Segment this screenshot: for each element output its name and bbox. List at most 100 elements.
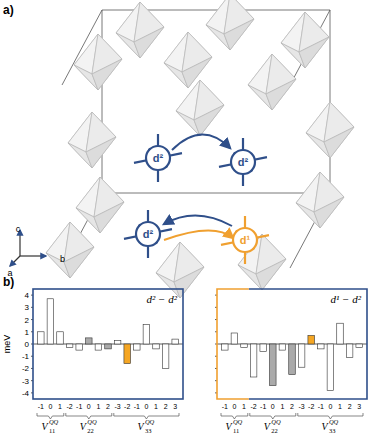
atom-label: d² xyxy=(153,152,164,164)
bar xyxy=(162,344,169,368)
bar xyxy=(231,333,238,344)
x-tick-label: 1 xyxy=(58,403,62,410)
chart-title: d¹ − d² xyxy=(330,293,361,305)
x-tick-label: -1 xyxy=(134,403,140,410)
x-tick-label: 0 xyxy=(328,403,332,410)
panel-label: a) xyxy=(3,3,14,17)
atom xyxy=(136,222,160,246)
group-label-sub: 11 xyxy=(233,427,239,434)
bar xyxy=(124,344,131,364)
figure: a)b)d²d²d²d¹abc-4-3-2-101234meVd² − d²-1… xyxy=(0,0,377,445)
hopping-arrow xyxy=(172,134,230,150)
y-tick-label: 4 xyxy=(25,291,30,300)
x-tick-label: 0 xyxy=(48,403,52,410)
y-tick-label: -2 xyxy=(22,364,30,373)
x-tick-label: 2 xyxy=(290,403,294,410)
y-tick-label: -3 xyxy=(22,377,30,386)
frame xyxy=(249,289,367,399)
bar xyxy=(308,335,315,344)
x-tick-label: -1 xyxy=(222,403,228,410)
atom xyxy=(233,228,257,252)
x-tick-label: 3 xyxy=(173,403,177,410)
bar xyxy=(86,338,93,344)
octahedron-face xyxy=(324,127,354,158)
x-tick-label: -3 xyxy=(114,403,120,410)
octahedron-face xyxy=(314,197,344,228)
bar xyxy=(270,344,277,386)
bar xyxy=(95,344,102,350)
x-tick-label: 0 xyxy=(144,403,148,410)
bar-chart: -4-3-2-101234meVd² − d²-101-2-1012-3-2-1… xyxy=(2,289,183,434)
bar xyxy=(327,344,334,390)
atom xyxy=(146,146,170,170)
group-label-sup: QQ xyxy=(87,418,97,425)
y-tick-label: -1 xyxy=(22,352,30,361)
x-tick-label: 3 xyxy=(357,403,361,410)
group-label-sub: 22 xyxy=(271,427,278,434)
hopping-arrow xyxy=(164,215,232,226)
chart-title: d² − d² xyxy=(146,293,177,305)
bar xyxy=(38,332,45,344)
bar xyxy=(222,344,229,350)
hopping-arrow-guide xyxy=(163,137,230,150)
group-label-sub: 33 xyxy=(145,427,152,434)
bar xyxy=(260,344,267,351)
atom-label: d² xyxy=(238,156,249,168)
octahedron-face xyxy=(94,202,124,233)
x-tick-label: 0 xyxy=(87,403,91,410)
group-label-sup: QQ xyxy=(233,418,243,425)
bar xyxy=(346,344,353,357)
octahedron-face xyxy=(92,59,122,90)
y-tick-label: 3 xyxy=(25,303,30,312)
y-tick-label: 1 xyxy=(25,328,30,337)
bar xyxy=(172,339,179,344)
y-axis-label: meV xyxy=(2,335,12,354)
bar xyxy=(298,344,305,367)
atom-label: d² xyxy=(143,228,154,240)
octahedron-face xyxy=(266,79,296,110)
x-tick-label: 2 xyxy=(106,403,110,410)
x-tick-label: -2 xyxy=(250,403,256,410)
group-label-sup: QQ xyxy=(145,418,155,425)
octahedron-face xyxy=(299,37,329,68)
bar xyxy=(337,323,344,344)
x-tick-label: 2 xyxy=(348,403,352,410)
x-tick-label: 1 xyxy=(242,403,246,410)
octahedron-face xyxy=(64,247,94,278)
bar xyxy=(241,344,248,348)
octahedron-face xyxy=(174,267,204,298)
x-tick-label: -3 xyxy=(298,403,304,410)
octahedron-face xyxy=(256,259,286,290)
bar-chart: d¹ − d²-101-2-1012-3-2-10123V11QQV22QQV3… xyxy=(215,289,367,434)
x-tick-label: 1 xyxy=(338,403,342,410)
group-label-sub: 33 xyxy=(329,427,336,434)
axis-arrow xyxy=(10,256,20,266)
octahedron-face xyxy=(86,137,116,168)
x-tick-label: 0 xyxy=(271,403,275,410)
bar xyxy=(318,344,325,349)
frame xyxy=(33,289,183,399)
bar xyxy=(134,344,141,350)
x-tick-label: -1 xyxy=(260,403,266,410)
x-tick-label: -1 xyxy=(76,403,82,410)
group-label-sub: 11 xyxy=(49,427,55,434)
bar xyxy=(250,344,257,377)
bar xyxy=(105,344,112,349)
group-label-sup: QQ xyxy=(329,418,339,425)
bars xyxy=(33,299,183,369)
axis-label: a xyxy=(7,268,12,278)
bar xyxy=(114,340,121,344)
x-tick-label: -2 xyxy=(124,403,130,410)
atom-label: d¹ xyxy=(240,234,251,246)
octahedron-face xyxy=(224,19,254,50)
octahedron-face xyxy=(194,105,224,136)
x-tick-label: -2 xyxy=(66,403,72,410)
bar xyxy=(356,344,363,348)
y-tick-label: 2 xyxy=(25,316,30,325)
x-tick-label: 0 xyxy=(232,403,236,410)
bar xyxy=(66,344,73,348)
axis-label: c xyxy=(16,224,21,234)
x-tick-label: -1 xyxy=(38,403,44,410)
bar xyxy=(153,344,160,349)
lattice-diagram: d²d²d²d¹abc xyxy=(7,0,354,298)
